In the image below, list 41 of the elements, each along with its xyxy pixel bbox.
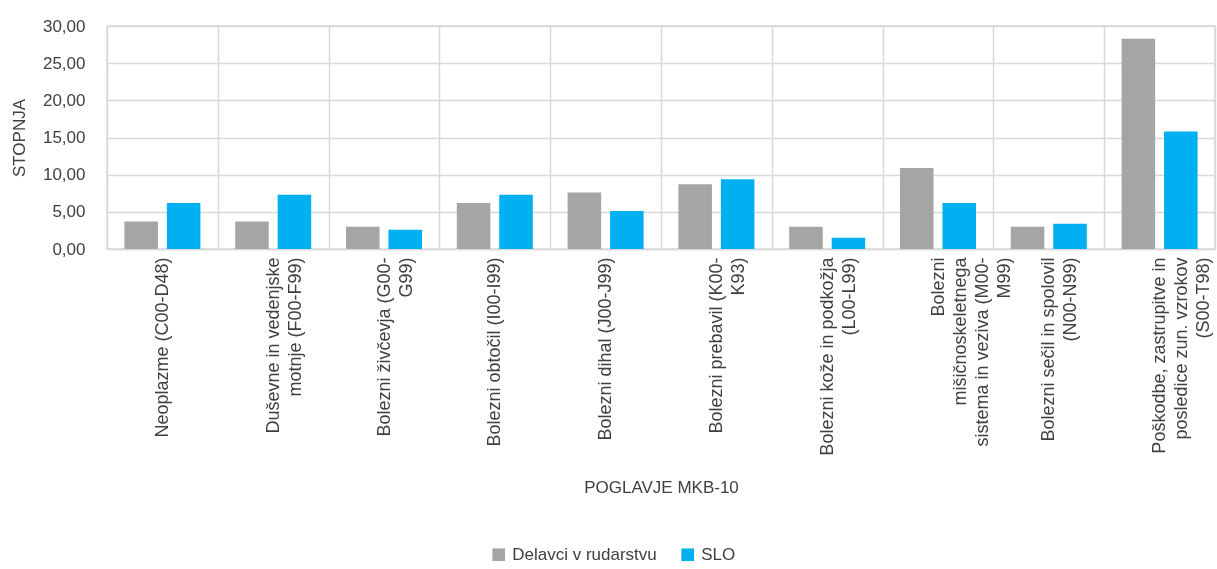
x-tick-label: Bolezni obtočil (I00-I99) [484, 257, 505, 447]
bar [388, 229, 422, 249]
x-tick-label: Neoplazme (C00-D48) [151, 257, 172, 438]
x-tick-label: Bolezni živčevja (G00-G99) [373, 257, 416, 437]
bar [1053, 223, 1087, 249]
x-tick-label: Duševne in vedenjske motnje (F00-F99) [262, 257, 305, 434]
bar [166, 202, 201, 249]
x-tick-label: Bolezni mišičnoskeletnega sistema in veziva (M00-M99) [927, 256, 1014, 447]
bar [900, 167, 934, 249]
x-tick-label: Bolezni dihal (J00-J99) [595, 257, 616, 441]
y-axis-title: STOPNJA [9, 98, 29, 178]
y-tick-label: 25,00 [42, 53, 86, 73]
x-tick-label: Bolezni kože in podkožja (L00-L99) [816, 256, 859, 456]
y-tick-label: 30,00 [42, 16, 86, 36]
bar [942, 202, 976, 249]
x-tick-label: Bolezni prebavil (K00-K93) [705, 257, 748, 434]
bar [235, 221, 269, 249]
bar [567, 192, 602, 249]
bar [1010, 226, 1045, 249]
bar [124, 221, 158, 249]
legend-label: SLO [701, 544, 736, 564]
y-tick-label: 15,00 [42, 128, 86, 147]
bar [456, 202, 491, 249]
bar [720, 179, 755, 249]
legend-label: Delavci v rudarstvu [512, 544, 657, 564]
bar [610, 211, 644, 249]
x-tick-label: Bolezni sečil in spolovil (N00-N99) [1038, 257, 1081, 442]
y-tick-label: 10,00 [42, 165, 86, 185]
y-tick-label: 5,00 [52, 202, 86, 222]
bar [1121, 38, 1156, 249]
x-axis-title: POGLAVJE MKB-10 [584, 477, 739, 497]
bar [346, 226, 380, 249]
x-tick-label: Poškodbe, zastrupitve in posledice zun. vzrokov (S00-T98) [1149, 257, 1214, 454]
y-tick-label: 0,00 [52, 239, 86, 259]
y-tick-label: 20,00 [42, 90, 86, 110]
bar [1164, 131, 1198, 249]
bar [499, 194, 533, 249]
bar [678, 184, 712, 249]
bar [789, 226, 823, 249]
bar [277, 194, 312, 249]
bar [831, 237, 866, 249]
